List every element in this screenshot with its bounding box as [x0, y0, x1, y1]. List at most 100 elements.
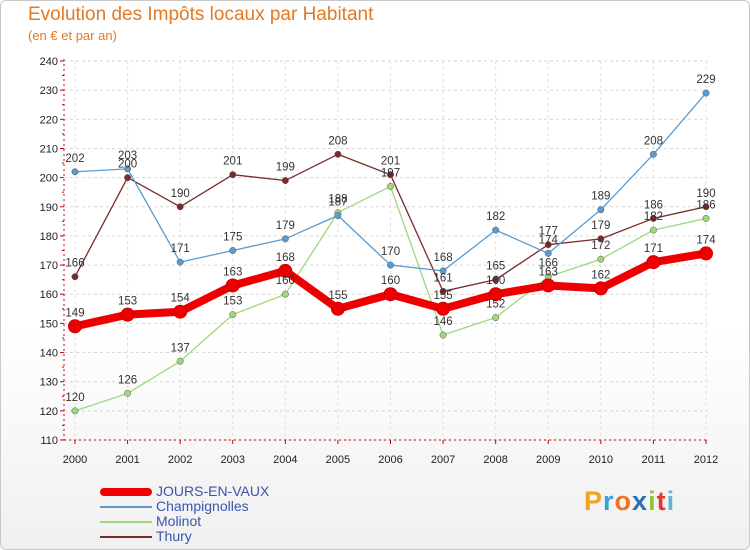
x-tick-label: 2005 [326, 454, 350, 466]
data-label-thury: 179 [591, 220, 610, 232]
data-label-thury: 165 [486, 261, 505, 273]
data-label-molinot: 182 [644, 211, 663, 223]
data-point-molinot [439, 331, 447, 339]
y-tick-label: 210 [40, 143, 58, 155]
data-point-molinot [281, 290, 289, 298]
data-label-jours-en-vaux: 163 [539, 266, 558, 278]
y-tick-label: 200 [40, 173, 58, 185]
data-label-jours-en-vaux: 168 [276, 252, 295, 264]
data-point-thury [281, 177, 289, 184]
legend: JOURS-EN-VAUX Champignolles Molinot Thury [100, 483, 360, 544]
x-tick-label: 2011 [642, 454, 666, 466]
data-point-jours-en-vaux [225, 278, 240, 293]
x-tick-label: 2004 [273, 454, 297, 466]
data-point-jours-en-vaux [68, 319, 82, 334]
legend-swatch-champignolles [100, 506, 152, 508]
logo-letter: i [648, 486, 657, 516]
data-point-champignolles [229, 247, 237, 254]
legend-swatch-molinot [100, 521, 152, 523]
y-tick-label: 160 [40, 289, 58, 301]
data-point-jours-en-vaux [120, 307, 135, 322]
y-tick-label: 240 [40, 56, 58, 68]
data-point-champignolles [649, 150, 657, 158]
data-label-molinot: 146 [433, 316, 452, 328]
data-label-molinot: 160 [276, 275, 295, 287]
data-label-thury: 177 [539, 226, 558, 238]
data-label-molinot: 188 [328, 194, 347, 206]
x-tick-label: 2007 [431, 454, 455, 466]
axes: 110 120 130 140 150 160 170 180 190 200 210 220 230 2… [40, 56, 719, 466]
data-point-jours-en-vaux [488, 287, 503, 302]
legend-item-molinot: Molinot [100, 513, 360, 529]
data-point-champignolles [124, 165, 132, 173]
data-point-molinot [229, 311, 237, 319]
data-point-thury [124, 174, 132, 182]
data-point-champignolles [71, 168, 79, 176]
data-point-molinot [387, 182, 394, 190]
data-label-champignolles: 189 [591, 191, 610, 203]
data-point-molinot [492, 314, 500, 322]
data-point-champignolles [176, 258, 184, 266]
series-layer [68, 89, 713, 415]
data-point-molinot [649, 226, 657, 234]
x-tick-label: 2003 [221, 454, 245, 466]
legend-label-champignolles: Champignolles [156, 498, 249, 514]
data-point-champignolles [281, 235, 289, 243]
legend-swatch-thury [100, 536, 152, 538]
data-point-jours-en-vaux [699, 246, 713, 261]
x-tick-label: 2001 [115, 454, 139, 466]
data-point-jours-en-vaux [383, 287, 398, 302]
data-label-champignolles: 208 [644, 135, 663, 147]
data-label-jours-en-vaux: 155 [433, 290, 452, 302]
logo-letter: r [603, 486, 615, 516]
data-point-champignolles [334, 212, 342, 219]
y-tick-label: 130 [40, 377, 58, 389]
data-point-jours-en-vaux [593, 281, 608, 296]
data-label-champignolles: 229 [696, 74, 715, 86]
data-label-jours-en-vaux: 149 [65, 307, 84, 319]
data-label-molinot: 152 [486, 299, 505, 311]
data-label-jours-en-vaux: 174 [696, 234, 716, 246]
data-label-champignolles: 168 [433, 252, 452, 264]
data-point-thury [334, 150, 342, 158]
data-point-champignolles [597, 206, 605, 214]
data-label-molinot: 153 [223, 296, 242, 308]
data-point-champignolles [387, 261, 394, 269]
data-point-molinot [702, 214, 710, 222]
data-label-molinot: 197 [381, 167, 400, 179]
data-point-molinot [71, 407, 79, 415]
x-tick-label: 2000 [63, 454, 87, 466]
data-point-thury [597, 235, 605, 243]
data-label-molinot: 120 [65, 392, 84, 404]
y-tick-label: 140 [40, 348, 58, 360]
data-label-thury: 186 [644, 199, 663, 211]
data-point-thury [71, 273, 79, 281]
logo-letter: x [632, 486, 649, 516]
data-point-jours-en-vaux [330, 301, 345, 316]
data-label-champignolles: 203 [118, 150, 137, 162]
x-tick-label: 2006 [378, 454, 402, 466]
data-label-thury: 201 [223, 156, 242, 168]
legend-label-thury: Thury [156, 528, 192, 544]
logo-letter: P [584, 486, 604, 516]
data-label-thury: 190 [171, 188, 190, 200]
data-label-jours-en-vaux: 160 [381, 275, 400, 287]
data-label-jours-en-vaux: 171 [644, 243, 663, 255]
data-label-thury: 200 [118, 159, 137, 171]
legend-swatch-jours-en-vaux [100, 488, 152, 496]
logo-letter: o [614, 486, 633, 516]
legend-label-jours-en-vaux: JOURS-EN-VAUX [156, 483, 270, 499]
data-label-jours-en-vaux: 153 [118, 296, 137, 308]
data-point-thury [229, 171, 237, 179]
logo-letter: t [656, 486, 667, 516]
y-tick-label: 170 [40, 260, 58, 272]
data-point-champignolles [492, 226, 500, 234]
data-point-jours-en-vaux [436, 301, 451, 316]
legend-item-thury: Thury [100, 528, 360, 544]
data-label-jours-en-vaux: 160 [486, 275, 505, 287]
data-point-thury [544, 241, 552, 249]
data-label-thury: 166 [65, 258, 84, 270]
data-label-thury: 161 [433, 272, 452, 284]
